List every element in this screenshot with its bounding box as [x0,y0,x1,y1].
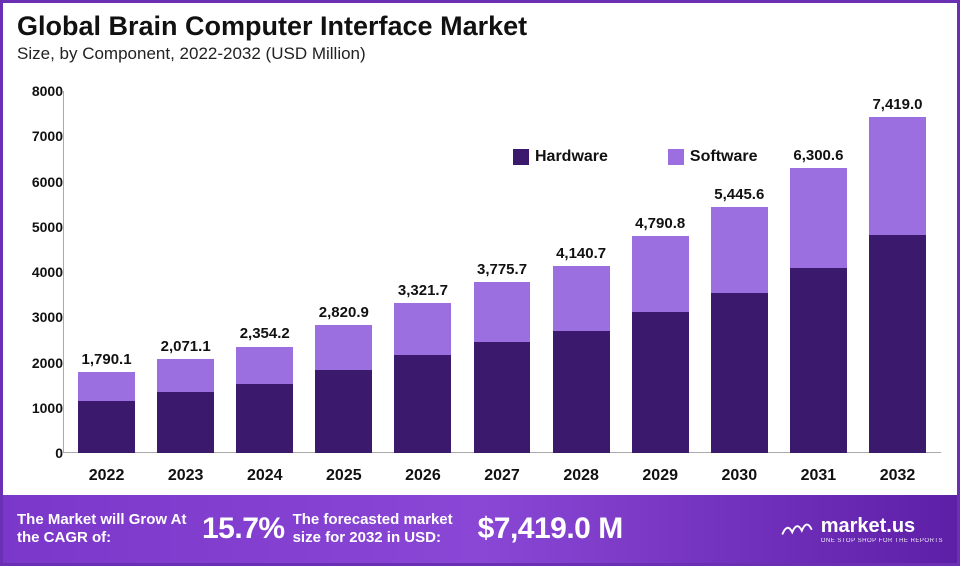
bar-segment-hardware [790,268,847,453]
forecast-block: The forecasted market size for 2032 in U… [293,511,623,547]
forecast-label: The forecasted market size for 2032 in U… [293,511,468,547]
bar-total-label: 3,321.7 [398,282,448,299]
stacked-bar [790,168,847,453]
plot-region: 1,790.1 2,071.1 2,354.2 2,820.9 3,321.7 3,775… [63,91,941,453]
bar-column: 2,354.2 [225,91,304,453]
footer-banner: The Market will Grow At the CAGR of: 15.… [3,495,957,563]
bar-total-label: 4,140.7 [556,245,606,262]
bar-column: 6,300.6 [779,91,858,453]
bar-segment-software [553,266,610,332]
stacked-bar [711,207,768,453]
bar-column: 4,140.7 [542,91,621,453]
bar-segment-software [632,236,689,312]
bar-segment-software [157,359,214,392]
cagr-value: 15.7% [202,512,285,546]
report-frame: Global Brain Computer Interface Market S… [0,0,960,566]
stacked-bar [869,117,926,453]
chart-subtitle: Size, by Component, 2022-2032 (USD Milli… [17,44,943,64]
bar-segment-hardware [474,342,531,453]
bar-segment-software [315,325,372,370]
brand-text: market.us ONE STOP SHOP FOR THE REPORTS [821,515,943,544]
x-tick-label: 2029 [621,467,700,485]
y-tick-label: 4000 [17,264,63,280]
stacked-bar [157,359,214,453]
bars-container: 1,790.1 2,071.1 2,354.2 2,820.9 3,321.7 3,775… [63,91,941,453]
y-tick-label: 8000 [17,83,63,99]
bar-segment-hardware [869,235,926,453]
bar-segment-software [869,117,926,235]
stacked-bar [394,303,451,453]
x-tick-label: 2030 [700,467,779,485]
y-tick-label: 6000 [17,174,63,190]
cagr-block: The Market will Grow At the CAGR of: 15.… [17,511,285,547]
x-tick-label: 2027 [462,467,541,485]
y-tick-label: 2000 [17,355,63,371]
stacked-bar [474,282,531,453]
bar-total-label: 2,820.9 [319,304,369,321]
stacked-bar [78,372,135,453]
x-tick-label: 2028 [542,467,621,485]
bar-column: 4,790.8 [621,91,700,453]
chart-title: Global Brain Computer Interface Market [17,11,943,42]
bar-segment-hardware [394,355,451,453]
bar-column: 7,419.0 [858,91,937,453]
y-tick-label: 0 [17,445,63,461]
bar-column: 3,321.7 [383,91,462,453]
y-tick-label: 7000 [17,128,63,144]
bar-segment-hardware [236,384,293,453]
bar-segment-hardware [157,392,214,453]
bar-segment-hardware [553,331,610,453]
bar-total-label: 3,775.7 [477,261,527,278]
x-tick-label: 2023 [146,467,225,485]
bar-total-label: 6,300.6 [793,147,843,164]
bar-column: 2,071.1 [146,91,225,453]
bar-total-label: 4,790.8 [635,215,685,232]
bar-total-label: 1,790.1 [82,351,132,368]
stacked-bar [236,346,293,453]
bar-total-label: 2,071.1 [161,338,211,355]
bar-segment-hardware [315,370,372,453]
bar-column: 1,790.1 [67,91,146,453]
bar-column: 2,820.9 [304,91,383,453]
x-tick-label: 2026 [383,467,462,485]
brand-logo-icon [781,517,813,541]
x-tick-label: 2031 [779,467,858,485]
bar-segment-software [711,207,768,293]
cagr-label: The Market will Grow At the CAGR of: [17,511,192,547]
y-tick-label: 1000 [17,400,63,416]
bar-total-label: 2,354.2 [240,325,290,342]
stacked-bar [315,325,372,453]
bar-segment-software [394,303,451,356]
y-tick-label: 3000 [17,309,63,325]
x-axis-labels: 2022202320242025202620272028202920302031… [63,467,941,485]
x-tick-label: 2032 [858,467,937,485]
bar-column: 3,775.7 [462,91,541,453]
x-tick-label: 2024 [225,467,304,485]
bar-segment-software [790,168,847,268]
chart-area: HardwareSoftware 01000200030004000500060… [3,66,957,495]
brand-name: market.us [821,515,943,538]
bar-segment-software [236,347,293,384]
bar-segment-hardware [711,293,768,453]
x-tick-label: 2022 [67,467,146,485]
bar-total-label: 5,445.6 [714,186,764,203]
x-tick-label: 2025 [304,467,383,485]
brand-tagline: ONE STOP SHOP FOR THE REPORTS [821,538,943,544]
stacked-bar [632,236,689,453]
bar-segment-software [78,372,135,401]
stacked-bar [553,266,610,453]
bar-segment-software [474,282,531,342]
y-tick-label: 5000 [17,219,63,235]
y-axis: 010002000300040005000600070008000 [17,91,63,453]
bar-segment-hardware [632,312,689,453]
bar-total-label: 7,419.0 [872,96,922,113]
header: Global Brain Computer Interface Market S… [3,3,957,66]
bar-segment-hardware [78,401,135,453]
brand-block: market.us ONE STOP SHOP FOR THE REPORTS [781,515,943,544]
bar-column: 5,445.6 [700,91,779,453]
forecast-value: $7,419.0 M [478,512,623,546]
